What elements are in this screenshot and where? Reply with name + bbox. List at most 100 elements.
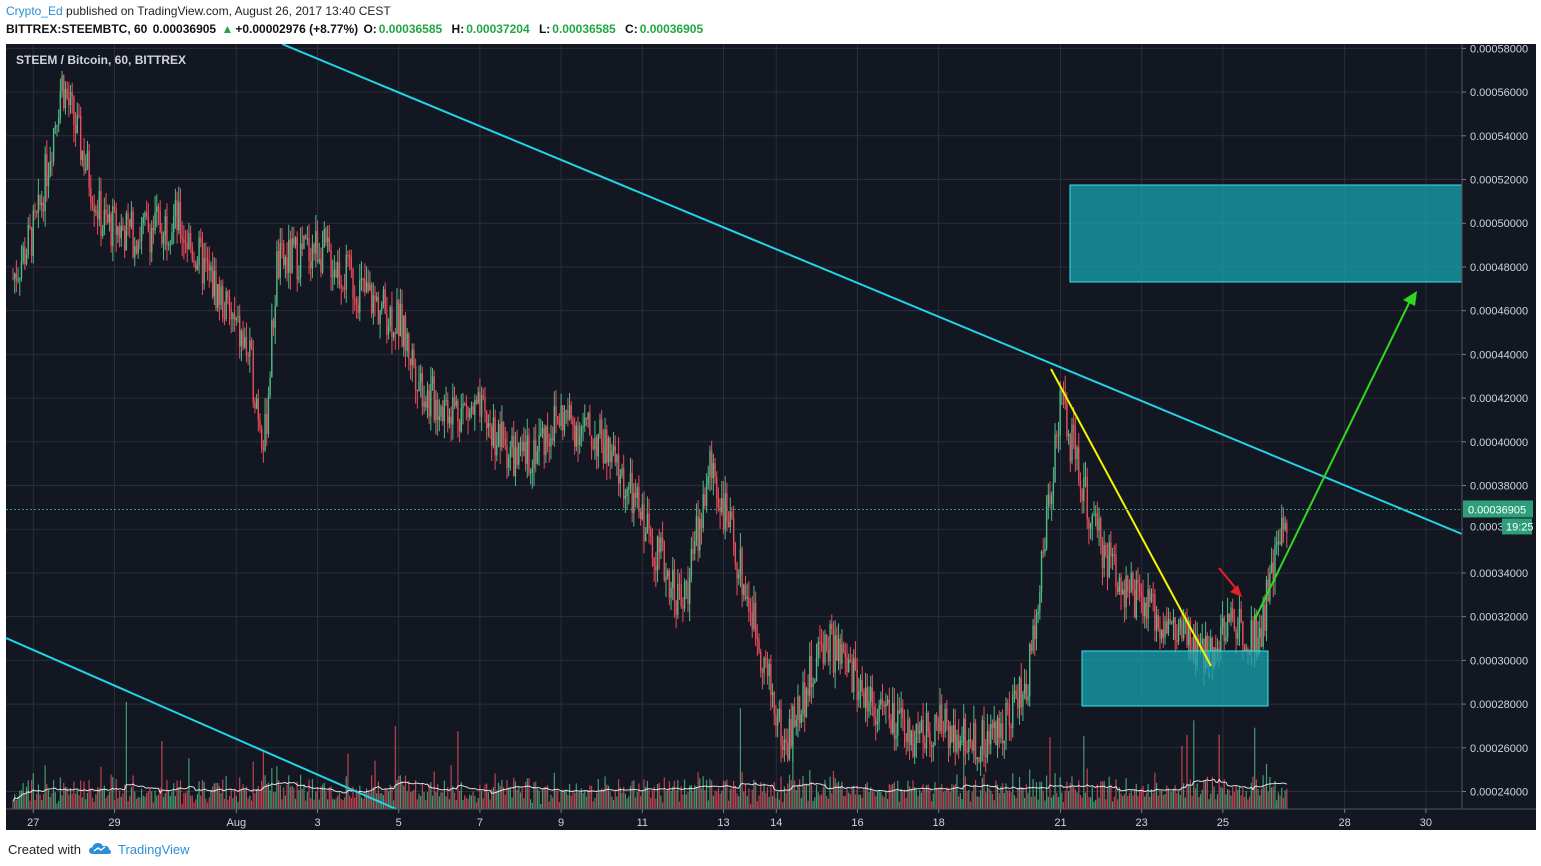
volume-bar — [1269, 776, 1271, 809]
candle-body — [244, 337, 246, 348]
candle-body — [820, 642, 823, 645]
candle-body — [1040, 551, 1043, 593]
candle-body — [441, 406, 444, 421]
candle-body — [535, 440, 537, 464]
candle-body — [673, 569, 676, 601]
candle-body — [49, 161, 51, 175]
candle-body — [151, 227, 153, 253]
candle-body — [653, 557, 655, 566]
volume-bar — [619, 787, 621, 809]
candle-body — [355, 299, 358, 305]
x-tick-label: 30 — [1420, 817, 1432, 829]
volume-bar — [614, 790, 616, 809]
volume-bar — [969, 801, 972, 809]
candle-body — [785, 739, 787, 743]
candle-body — [1100, 518, 1102, 540]
candle-body — [893, 703, 896, 739]
candle-body — [690, 548, 693, 577]
price-chart[interactable]: 0.000240000.000260000.000280000.00030000… — [5, 43, 1536, 830]
candle-body — [1245, 648, 1247, 651]
candle-body — [1135, 580, 1137, 618]
volume-bar — [152, 802, 155, 809]
volume-bar — [115, 779, 117, 809]
volume-bar — [1074, 789, 1076, 809]
volume-bar — [709, 778, 711, 809]
volume-bar — [262, 751, 264, 809]
candle-body — [206, 259, 209, 264]
candle-body — [22, 246, 24, 262]
volume-bar — [1051, 797, 1053, 809]
candle-body — [538, 435, 540, 452]
volume-bar — [640, 796, 642, 809]
volume-bar — [286, 784, 288, 809]
candle-body — [448, 416, 451, 424]
volume-bar — [1206, 776, 1208, 809]
candle-body — [582, 426, 584, 428]
volume-bar — [716, 791, 718, 809]
candle-body — [523, 441, 525, 452]
volume-bar — [442, 792, 444, 809]
chart-area[interactable]: 0.00024000 0.00026000 0.00028000 0.00030000… — [5, 43, 1536, 830]
candle-body — [1052, 482, 1055, 497]
candle-body — [622, 468, 625, 499]
x-tick-label: 21 — [1054, 817, 1066, 829]
candle-body — [1088, 519, 1090, 529]
candle-body — [1193, 635, 1195, 654]
candle-body — [1225, 637, 1227, 642]
candle-body — [655, 565, 657, 571]
candle-body — [634, 492, 637, 498]
volume-bar — [898, 801, 901, 809]
volume-bar — [240, 789, 242, 809]
candle-body — [203, 258, 205, 284]
candle-body — [751, 612, 753, 630]
volume-bar — [836, 783, 838, 809]
candle-body — [1106, 555, 1109, 578]
volume-bar — [135, 798, 138, 809]
candle-body — [1243, 645, 1246, 651]
volume-bar — [1274, 780, 1276, 809]
volume-bar — [1142, 785, 1144, 809]
candle-body — [125, 213, 128, 251]
candle-body — [1264, 604, 1266, 631]
volume-bar — [381, 793, 383, 809]
candle-body — [39, 194, 41, 205]
candle-body — [678, 583, 681, 585]
volume-bar — [1186, 734, 1188, 809]
volume-bar — [893, 781, 895, 809]
volume-bar — [462, 800, 464, 809]
volume-bar — [1193, 720, 1195, 809]
volume-bar — [873, 792, 875, 809]
candle-body — [557, 416, 559, 422]
volume-bar — [489, 799, 491, 809]
candle-body — [112, 206, 114, 247]
candle-body — [688, 576, 691, 604]
candle-body — [465, 403, 468, 407]
tradingview-brand-link[interactable]: TradingView — [118, 842, 190, 857]
candle-body — [37, 194, 40, 214]
candle-body — [895, 735, 897, 739]
volume-bar — [178, 787, 180, 809]
candle-body — [935, 714, 938, 723]
candle-body — [825, 634, 828, 650]
candle-body — [814, 680, 816, 684]
candle-body — [144, 212, 146, 218]
candle-body — [492, 417, 495, 446]
candle-body — [1157, 615, 1159, 629]
volume-bar — [276, 766, 278, 809]
candle-body — [660, 537, 662, 553]
volume-bar — [173, 783, 175, 809]
volume-bar — [692, 791, 694, 809]
volume-bar — [775, 798, 777, 809]
volume-bar — [560, 790, 562, 809]
candle-body — [230, 309, 232, 320]
volume-bar — [1000, 786, 1002, 809]
volume-bar — [1196, 783, 1198, 809]
volume-bar — [837, 781, 840, 809]
candle-body — [946, 708, 948, 723]
author-link[interactable]: Crypto_Ed — [6, 4, 63, 18]
volume-bar — [164, 793, 166, 809]
volume-bar — [266, 783, 268, 809]
candle-body — [873, 706, 875, 718]
candle-body — [822, 644, 825, 664]
candle-body — [979, 749, 982, 762]
